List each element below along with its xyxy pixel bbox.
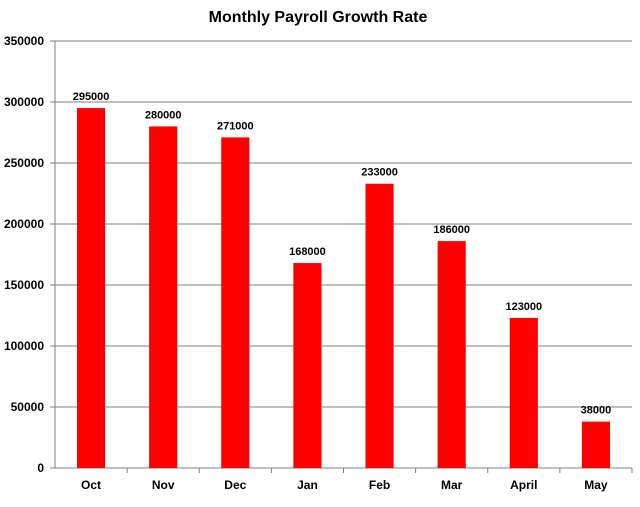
bar-dec	[221, 137, 250, 468]
data-label: 38000	[581, 405, 612, 417]
y-tick-label: 200000	[4, 217, 44, 231]
data-label: 271000	[217, 120, 254, 132]
bar-nov	[149, 126, 178, 469]
x-tick-label: May	[584, 478, 608, 492]
y-axis-tick-labels: 0 50000 100000 150000 200000 250000 300000 3500…	[4, 34, 44, 475]
x-tick-label: Nov	[152, 478, 175, 492]
data-label: 123000	[505, 301, 542, 313]
y-tick-label: 150000	[4, 278, 44, 292]
data-label: 168000	[289, 246, 326, 258]
x-axis-tick-labels: Oct Nov Dec Jan Feb Mar April May	[81, 478, 608, 492]
bars	[76, 108, 611, 469]
y-tick-label: 350000	[4, 34, 44, 48]
data-label: 186000	[433, 224, 470, 236]
x-tick-label: Oct	[81, 478, 101, 492]
bar-feb	[365, 183, 394, 469]
y-tick-label: 50000	[11, 400, 45, 414]
bar-oct	[76, 108, 106, 468]
x-tick-label: Dec	[224, 478, 246, 492]
data-label: 295000	[73, 91, 110, 103]
bar-april	[509, 317, 538, 468]
x-tick-label: Jan	[297, 478, 318, 492]
bar-jan	[293, 263, 322, 468]
chart-title: Monthly Payroll Growth Rate	[209, 9, 428, 26]
axes	[50, 40, 633, 473]
data-label: 233000	[361, 167, 398, 179]
data-labels: 295000 280000 271000 168000 233000 186000 1230…	[73, 91, 612, 417]
bar-mar	[437, 241, 466, 468]
bar-may	[581, 421, 611, 468]
gridlines	[55, 40, 632, 408]
x-tick-label: Mar	[441, 478, 463, 492]
y-tick-label: 0	[37, 461, 44, 475]
y-tick-label: 100000	[4, 339, 44, 353]
x-tick-label: April	[510, 478, 537, 492]
x-tick-label: Feb	[369, 478, 390, 492]
data-label: 280000	[145, 109, 182, 121]
y-tick-label: 300000	[4, 95, 44, 109]
y-tick-label: 250000	[4, 156, 44, 170]
